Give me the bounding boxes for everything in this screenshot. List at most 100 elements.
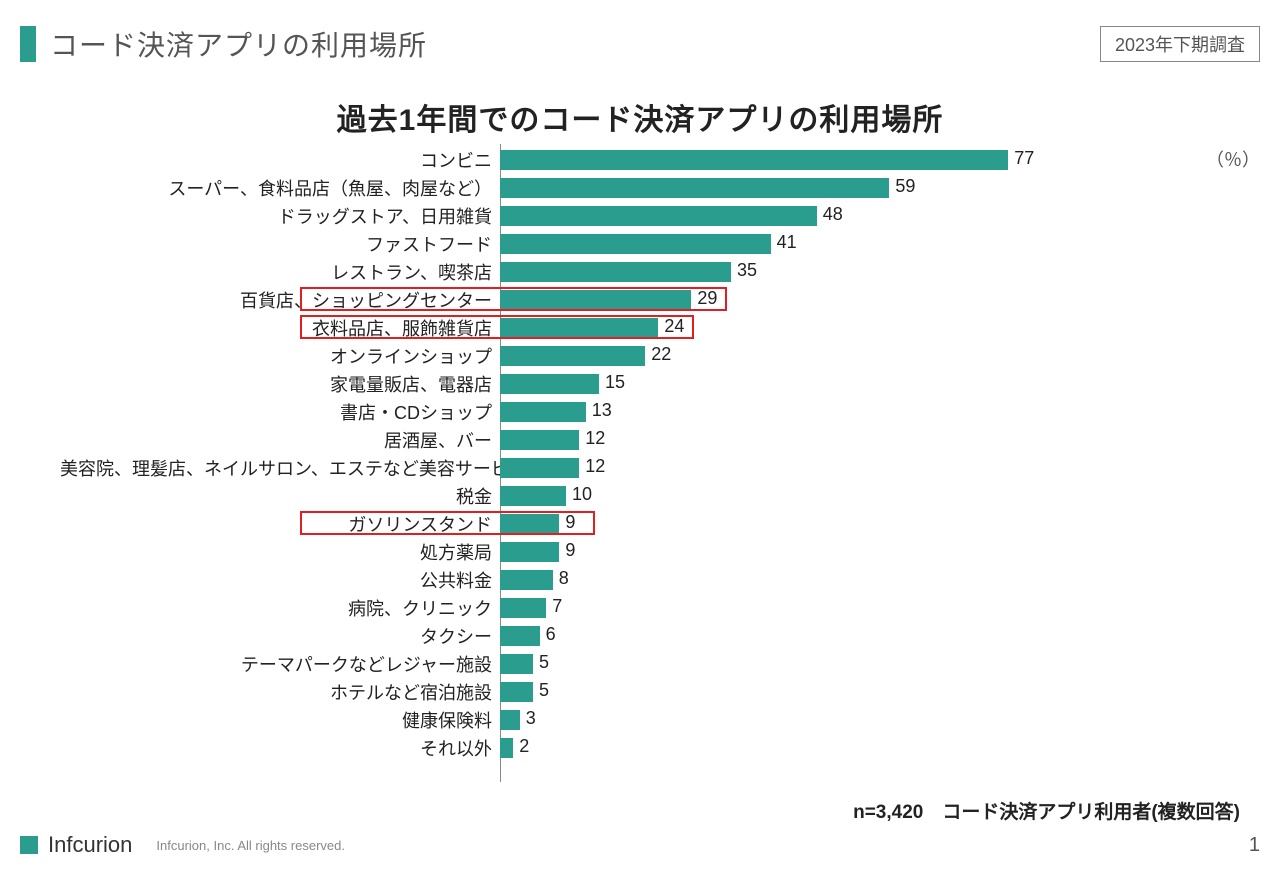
bar-wrap: 6 — [500, 626, 1220, 646]
bar-wrap: 13 — [500, 402, 1220, 422]
bar-wrap: 3 — [500, 710, 1220, 730]
sample-note: n=3,420 コード決済アプリ利用者(複数回答) — [853, 797, 1240, 824]
bar — [500, 458, 579, 478]
bar — [500, 178, 889, 198]
bar-wrap: 24 — [500, 318, 1220, 338]
bar-value: 12 — [585, 456, 605, 477]
row-label: 書店・CDショップ — [60, 399, 500, 425]
chart-row: オンラインショップ 22 — [60, 342, 1220, 370]
chart-row: テーマパークなどレジャー施設 5 — [60, 650, 1220, 678]
chart-row: ファストフード 41 — [60, 230, 1220, 258]
bar-value: 5 — [539, 652, 549, 673]
page-number: 1 — [1249, 834, 1260, 857]
bar — [500, 738, 513, 758]
chart-row: 書店・CDショップ13 — [60, 398, 1220, 426]
bar — [500, 262, 731, 282]
bar-wrap: 48 — [500, 206, 1220, 226]
bar — [500, 290, 691, 310]
row-label: 処方薬局 — [60, 539, 500, 565]
bar — [500, 206, 817, 226]
bar — [500, 234, 771, 254]
row-label: テーマパークなどレジャー施設 — [60, 651, 500, 677]
row-label: ガソリンスタンド — [60, 511, 500, 537]
bar — [500, 542, 559, 562]
chart-row: 居酒屋、バー12 — [60, 426, 1220, 454]
footer-left: Infcurion Infcurion, Inc. All rights res… — [20, 832, 345, 858]
bar — [500, 486, 566, 506]
bar-value: 48 — [823, 204, 843, 225]
bar-value: 7 — [552, 596, 562, 617]
bar-value: 22 — [651, 344, 671, 365]
bar — [500, 402, 586, 422]
bar-wrap: 12 — [500, 430, 1220, 450]
bar-value: 41 — [777, 232, 797, 253]
chart-row: ガソリンスタンド 9 — [60, 510, 1220, 538]
bar-value: 29 — [697, 288, 717, 309]
bar — [500, 654, 533, 674]
bar — [500, 626, 540, 646]
row-label: ファストフード — [60, 231, 500, 257]
row-label: 公共料金 — [60, 567, 500, 593]
bar-wrap: 22 — [500, 346, 1220, 366]
bar-value: 9 — [565, 540, 575, 561]
row-label: オンラインショップ — [60, 343, 500, 369]
chart-row: それ以外2 — [60, 734, 1220, 762]
bar — [500, 570, 553, 590]
bar — [500, 430, 579, 450]
bar-value: 3 — [526, 708, 536, 729]
row-label: 税金 — [60, 483, 500, 509]
bar-wrap: 5 — [500, 682, 1220, 702]
slide-title: コード決済アプリの利用場所 — [50, 24, 427, 64]
chart-row: 衣料品店、服飾雑貨店 24 — [60, 314, 1220, 342]
bar-wrap: 9 — [500, 514, 1220, 534]
bar — [500, 318, 658, 338]
row-label: 衣料品店、服飾雑貨店 — [60, 315, 500, 341]
chart-row: 病院、クリニック 7 — [60, 594, 1220, 622]
bar — [500, 682, 533, 702]
header: コード決済アプリの利用場所 2023年下期調査 — [20, 24, 1260, 64]
row-label: 病院、クリニック — [60, 595, 500, 621]
row-label: ホテルなど宿泊施設 — [60, 679, 500, 705]
bar-wrap: 8 — [500, 570, 1220, 590]
row-label: 健康保険料 — [60, 707, 500, 733]
row-label: 百貨店、ショッピングセンター — [60, 287, 500, 313]
bar-value: 2 — [519, 736, 529, 757]
bar-wrap: 77 — [500, 150, 1220, 170]
bar-value: 9 — [565, 512, 575, 533]
chart-row: ホテルなど宿泊施設 5 — [60, 678, 1220, 706]
chart-row: 処方薬局 9 — [60, 538, 1220, 566]
bar-value: 5 — [539, 680, 549, 701]
bar-value: 24 — [664, 316, 684, 337]
row-label: 美容院、理髪店、ネイルサロン、エステなど美容サービス — [60, 455, 500, 481]
bar-value: 15 — [605, 372, 625, 393]
bar-wrap: 59 — [500, 178, 1220, 198]
bar-value: 8 — [559, 568, 569, 589]
chart-row: 税金10 — [60, 482, 1220, 510]
bar-wrap: 12 — [500, 458, 1220, 478]
row-label: ドラッグストア、日用雑貨 — [60, 203, 500, 229]
row-label: 居酒屋、バー — [60, 427, 500, 453]
bar-value: 35 — [737, 260, 757, 281]
row-label: レストラン、喫茶店 — [60, 259, 500, 285]
bar-wrap: 15 — [500, 374, 1220, 394]
row-label: スーパー、食料品店（魚屋、肉屋など） — [60, 175, 500, 201]
bar-wrap: 7 — [500, 598, 1220, 618]
chart-row: ドラッグストア、日用雑貨 48 — [60, 202, 1220, 230]
bar-wrap: 5 — [500, 654, 1220, 674]
chart-row: 公共料金 8 — [60, 566, 1220, 594]
bar-value: 6 — [546, 624, 556, 645]
bar-wrap: 9 — [500, 542, 1220, 562]
bar-wrap: 35 — [500, 262, 1220, 282]
footer: Infcurion Infcurion, Inc. All rights res… — [20, 832, 1260, 858]
bar-wrap: 41 — [500, 234, 1220, 254]
logo-icon — [20, 836, 38, 854]
chart-row: 美容院、理髪店、ネイルサロン、エステなど美容サービス 12 — [60, 454, 1220, 482]
chart-row: 百貨店、ショッピングセンター 29 — [60, 286, 1220, 314]
survey-period-badge: 2023年下期調査 — [1100, 26, 1260, 62]
bar-value: 77 — [1014, 148, 1034, 169]
row-label: タクシー — [60, 623, 500, 649]
bar — [500, 374, 599, 394]
bar — [500, 598, 546, 618]
chart-row: 健康保険料 3 — [60, 706, 1220, 734]
bar-wrap: 2 — [500, 738, 1220, 758]
